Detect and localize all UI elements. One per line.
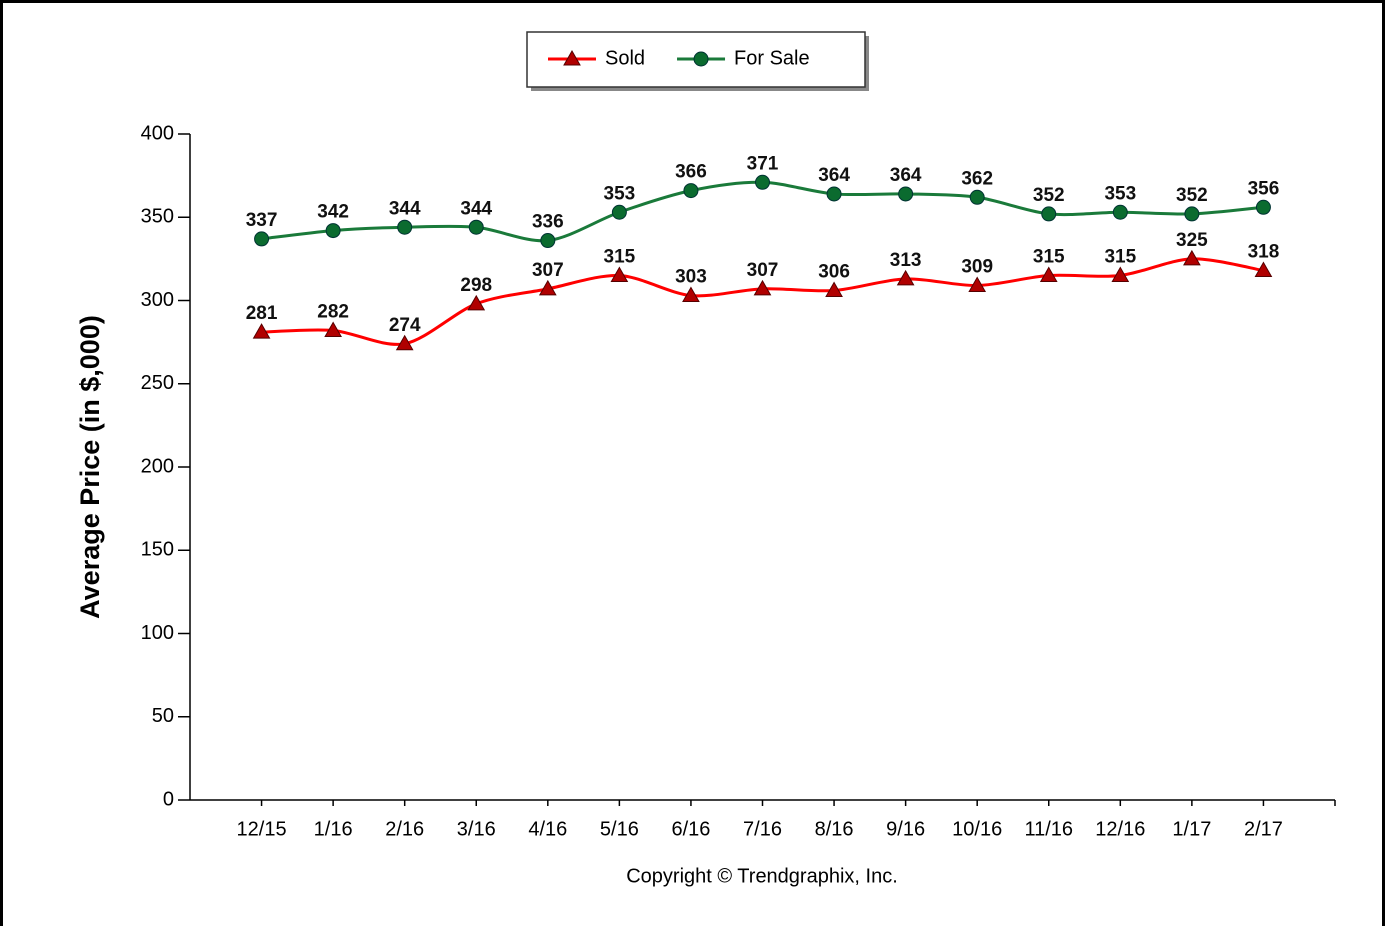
- data-label: 342: [317, 202, 349, 223]
- data-label: 318: [1248, 242, 1280, 263]
- data-label: 364: [818, 165, 850, 186]
- legend-label: For Sale: [734, 47, 810, 69]
- x-tick-label: 9/16: [886, 818, 925, 840]
- data-label: 303: [675, 267, 707, 288]
- marker: [1039, 266, 1058, 283]
- data-label: 282: [317, 301, 349, 322]
- y-tick-label: 50: [152, 705, 174, 727]
- y-tick-label: 300: [141, 289, 174, 311]
- data-label: 353: [604, 183, 636, 204]
- marker: [968, 276, 987, 293]
- data-label: 362: [961, 168, 993, 189]
- marker: [325, 223, 341, 239]
- x-tick-label: 3/16: [457, 818, 496, 840]
- marker: [826, 186, 842, 202]
- marker: [324, 321, 342, 337]
- marker: [254, 231, 270, 247]
- y-axis-label: Average Price (in $,000): [75, 315, 105, 619]
- x-tick-label: 2/16: [385, 818, 424, 840]
- data-label: 366: [675, 162, 707, 183]
- data-label: 306: [818, 262, 850, 283]
- marker: [468, 219, 484, 235]
- data-label: 337: [246, 210, 278, 231]
- x-tick-label: 12/16: [1095, 818, 1145, 840]
- x-tick-label: 2/17: [1244, 818, 1283, 840]
- marker: [898, 186, 914, 202]
- marker: [683, 183, 699, 199]
- x-tick-label: 1/17: [1172, 818, 1211, 840]
- marker: [753, 279, 772, 296]
- marker: [1112, 204, 1128, 220]
- data-label: 344: [460, 198, 492, 219]
- data-label: 344: [389, 198, 421, 219]
- data-label: 325: [1176, 230, 1208, 251]
- data-label: 281: [246, 303, 278, 324]
- y-tick-label: 200: [141, 455, 174, 477]
- x-tick-label: 4/16: [528, 818, 567, 840]
- marker: [610, 266, 629, 283]
- x-tick-label: 6/16: [671, 818, 710, 840]
- data-label: 307: [747, 260, 779, 281]
- marker: [395, 334, 414, 351]
- data-label: 336: [532, 212, 564, 233]
- marker: [1255, 199, 1271, 215]
- data-label: 307: [532, 260, 564, 281]
- y-tick-label: 250: [141, 372, 174, 394]
- data-label: 352: [1033, 185, 1065, 206]
- marker: [563, 49, 581, 66]
- data-label: 371: [747, 153, 779, 174]
- x-tick-label: 10/16: [952, 818, 1002, 840]
- marker: [467, 294, 486, 311]
- marker: [693, 51, 709, 67]
- marker: [682, 286, 700, 303]
- x-tick-label: 7/16: [743, 818, 782, 840]
- marker: [969, 189, 985, 205]
- marker: [755, 174, 770, 190]
- data-label: 352: [1176, 185, 1208, 206]
- y-tick-label: 100: [141, 622, 174, 644]
- marker: [1254, 261, 1273, 278]
- marker: [1041, 206, 1057, 222]
- data-label: 315: [1033, 247, 1065, 268]
- marker: [538, 279, 557, 296]
- data-label: 274: [389, 315, 421, 336]
- marker: [896, 269, 915, 286]
- legend-label: Sold: [605, 47, 645, 69]
- data-label: 315: [604, 247, 636, 268]
- marker: [252, 323, 271, 339]
- marker: [540, 233, 556, 249]
- marker: [825, 281, 843, 298]
- data-label: 364: [890, 165, 922, 186]
- data-label: 313: [890, 250, 922, 271]
- y-tick-label: 400: [141, 122, 174, 144]
- copyright: Copyright © Trendgraphix, Inc.: [626, 865, 898, 887]
- marker: [1111, 266, 1130, 283]
- x-tick-label: 11/16: [1024, 818, 1073, 840]
- data-label: 353: [1104, 183, 1136, 204]
- x-tick-label: 12/15: [237, 818, 287, 840]
- marker: [611, 204, 627, 220]
- y-tick-label: 350: [141, 206, 174, 228]
- marker: [397, 219, 413, 235]
- data-label: 315: [1104, 247, 1136, 268]
- x-tick-label: 8/16: [815, 818, 854, 840]
- data-label: 298: [460, 275, 492, 296]
- x-tick-label: 5/16: [600, 818, 639, 840]
- marker: [1183, 249, 1201, 266]
- data-label: 309: [961, 257, 993, 278]
- data-label: 356: [1248, 178, 1280, 199]
- y-tick-label: 0: [163, 788, 174, 810]
- y-tick-label: 150: [141, 539, 174, 561]
- marker: [1184, 206, 1200, 222]
- x-tick-label: 1/16: [314, 818, 353, 840]
